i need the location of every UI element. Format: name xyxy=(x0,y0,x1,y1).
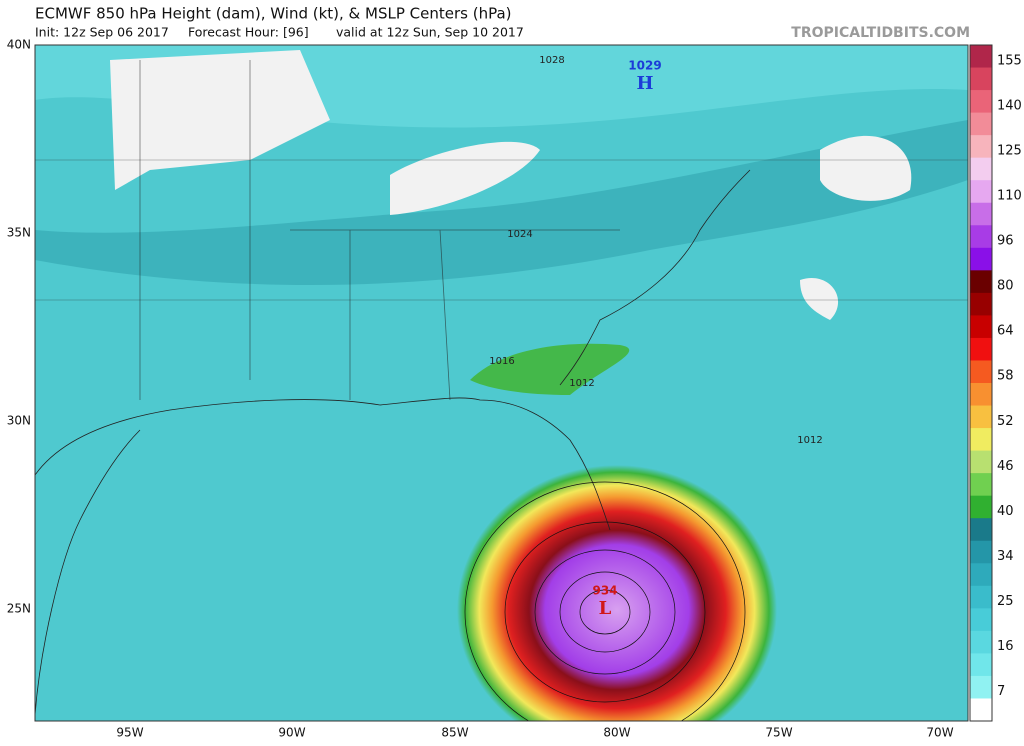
colorbar-segment xyxy=(970,698,992,722)
colorbar-label: 125 xyxy=(997,143,1022,158)
latitude-label: 40N xyxy=(7,38,31,52)
pressure-letter: L xyxy=(599,598,612,619)
pressure-letter: H xyxy=(636,73,653,94)
colorbar-segment xyxy=(970,653,992,677)
colorbar-label: 110 xyxy=(997,188,1022,203)
latitude-label: 25N xyxy=(7,602,31,616)
colorbar-segment xyxy=(970,495,992,519)
longitude-label: 70W xyxy=(926,726,953,740)
colorbar-segment xyxy=(970,315,992,339)
colorbar-frame xyxy=(969,44,993,722)
colorbar-label: 25 xyxy=(997,594,1014,609)
title: ECMWF 850 hPa Height (dam), Wind (kt), &… xyxy=(35,5,512,23)
colorbar-label: 16 xyxy=(997,639,1014,654)
colorbar-segment xyxy=(970,337,992,361)
colorbar-segment xyxy=(970,563,992,587)
colorbar-segment xyxy=(970,608,992,632)
isobar-label: 1016 xyxy=(489,356,514,367)
colorbar-segment xyxy=(970,518,992,542)
colorbar-label: 64 xyxy=(997,324,1014,339)
colorbar-label: 58 xyxy=(997,369,1014,384)
colorbar-label: 96 xyxy=(997,234,1014,249)
colorbar-label: 52 xyxy=(997,414,1014,429)
colorbar-label: 46 xyxy=(997,459,1014,474)
map-frame xyxy=(34,44,969,722)
longitude-label: 95W xyxy=(116,726,143,740)
colorbar-segment xyxy=(970,157,992,181)
colorbar-label: 40 xyxy=(997,504,1014,519)
colorbar-segment xyxy=(970,585,992,609)
colorbar-segment xyxy=(970,383,992,407)
colorbar-segment xyxy=(970,675,992,699)
colorbar-segment xyxy=(970,450,992,474)
colorbar-label: 140 xyxy=(997,98,1022,113)
latitude-label: 35N xyxy=(7,226,31,240)
colorbar-segment xyxy=(970,270,992,294)
colorbar-segment xyxy=(970,247,992,271)
colorbar-segment xyxy=(970,90,992,114)
colorbar-label: 155 xyxy=(997,53,1022,68)
colorbar-segment xyxy=(970,202,992,226)
subtitle-valid: valid at 12z Sun, Sep 10 2017 xyxy=(336,25,524,40)
colorbar: 155 140 125 110 96 80 64 58 52 46 40 34 25 16 7 xyxy=(969,44,1022,722)
map xyxy=(35,45,968,721)
colorbar-segment xyxy=(970,112,992,136)
colorbar-label: 34 xyxy=(997,549,1014,564)
latitude-label: 30N xyxy=(7,414,31,428)
subtitle-init: Init: 12z Sep 06 2017 xyxy=(35,25,169,40)
colorbar-segment xyxy=(970,67,992,91)
watermark: TROPICALTIDBITS.COM xyxy=(791,25,970,41)
longitude-label: 75W xyxy=(765,726,792,740)
isobar-label: 1012 xyxy=(797,435,822,446)
colorbar-segment xyxy=(970,540,992,564)
isobar-label: 1024 xyxy=(507,229,532,240)
colorbar-segment xyxy=(970,630,992,654)
colorbar-segment xyxy=(970,360,992,384)
isobar-label: 1012 xyxy=(569,378,594,389)
colorbar-segment xyxy=(970,292,992,316)
colorbar-label: 80 xyxy=(997,279,1014,294)
longitude-label: 80W xyxy=(603,726,630,740)
longitude-label: 90W xyxy=(278,726,305,740)
colorbar-segment xyxy=(970,225,992,249)
colorbar-segment xyxy=(970,428,992,452)
longitude-label: 85W xyxy=(441,726,468,740)
colorbar-segment xyxy=(970,180,992,204)
isobar-label: 1028 xyxy=(539,55,564,66)
pressure-value: 1029 xyxy=(628,59,661,73)
colorbar-label: 7 xyxy=(997,684,1005,699)
colorbar-segment xyxy=(970,135,992,159)
colorbar-segment xyxy=(970,45,992,69)
colorbar-segment xyxy=(970,473,992,497)
colorbar-segment xyxy=(970,405,992,429)
subtitle-hour: Forecast Hour: [96] xyxy=(188,25,309,40)
pressure-value: 934 xyxy=(592,584,617,598)
